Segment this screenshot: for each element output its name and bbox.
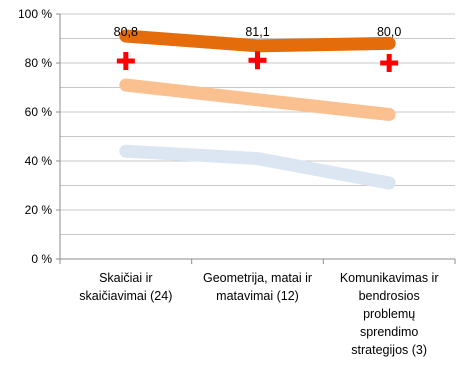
series-lines xyxy=(119,29,396,190)
x-category-label-line: problemų xyxy=(363,307,415,321)
x-category-label: Skaičiai ir skaičiavimai (24) xyxy=(79,271,172,303)
series-line xyxy=(119,29,396,53)
cross-markers xyxy=(116,51,399,72)
y-tick-label: 100 % xyxy=(18,7,52,21)
x-category-label-line: sprendimo xyxy=(360,325,418,339)
x-category-label-line: Komunikavimas ir xyxy=(340,271,439,285)
y-tick-label: 80 % xyxy=(25,56,53,70)
x-category-label-line: matavimai (12) xyxy=(216,289,299,303)
x-category-label-line: bendrosios xyxy=(359,289,420,303)
series-line xyxy=(119,78,396,121)
y-tick-label: 60 % xyxy=(25,105,53,119)
series-line xyxy=(119,144,396,190)
y-tick-label: 40 % xyxy=(25,154,53,168)
marker-cross xyxy=(248,51,267,70)
marker-cross xyxy=(116,52,135,71)
data-label: 81,1 xyxy=(245,25,269,39)
data-labels: 80,8 81,1 80,0 xyxy=(114,25,402,39)
y-tick-label: 20 % xyxy=(25,203,53,217)
data-label: 80,8 xyxy=(114,25,138,39)
y-tick-label: 0 % xyxy=(31,252,52,266)
axes xyxy=(56,13,456,264)
x-category-label-line: skaičiavimai (24) xyxy=(79,289,172,303)
x-category-label-line: Skaičiai ir xyxy=(99,271,153,285)
x-category-label-line: strategijos (3) xyxy=(351,343,427,357)
data-label: 80,0 xyxy=(377,25,401,39)
x-axis-labels: Skaičiai ir skaičiavimai (24) Geometrija, … xyxy=(79,271,438,357)
x-category-label: Geometrija, matai ir matavimai (12) xyxy=(203,271,312,303)
x-category-label-line: Geometrija, matai ir xyxy=(203,271,312,285)
y-axis-ticks: 0 % 20 % 40 % 60 % 80 % 100 % xyxy=(18,7,52,266)
x-category-label: Komunikavimas ir bendrosios problemų sprend… xyxy=(340,271,439,357)
marker-cross xyxy=(380,54,399,72)
